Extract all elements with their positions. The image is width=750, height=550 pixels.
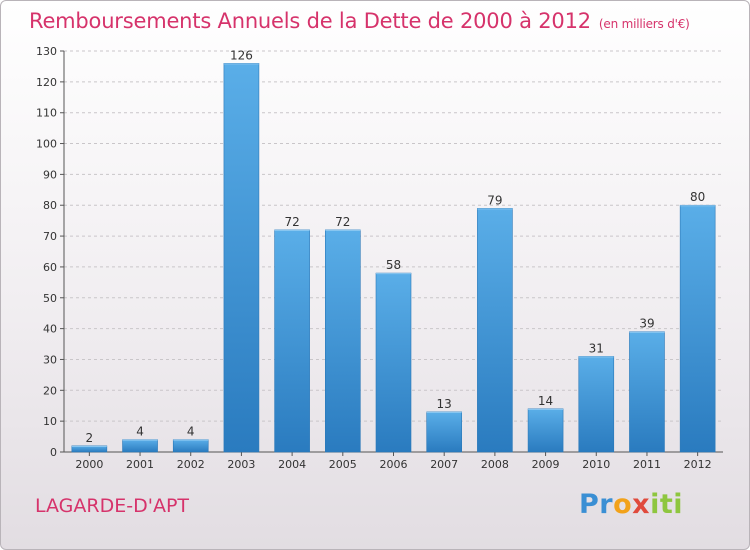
x-tick-label-2011: 2011 <box>633 458 661 471</box>
y-tick-label: 60 <box>43 261 57 274</box>
chart-title: Remboursements Annuels de la Dette de 20… <box>29 9 690 33</box>
y-tick-label: 70 <box>43 230 57 243</box>
bar-2004 <box>274 229 310 453</box>
value-label-2006: 58 <box>386 258 401 272</box>
bar-2008 <box>477 208 513 453</box>
y-tick-label: 0 <box>50 446 57 459</box>
x-tick-label-2012: 2012 <box>684 458 712 471</box>
x-tick-label-2000: 2000 <box>75 458 103 471</box>
x-tick-label-2005: 2005 <box>329 458 357 471</box>
bar-2006 <box>375 272 412 453</box>
x-tick-label-2010: 2010 <box>582 458 610 471</box>
value-label-2001: 4 <box>136 425 144 439</box>
value-label-2011: 39 <box>639 317 654 331</box>
x-tick-label-2001: 2001 <box>126 458 154 471</box>
value-label-2007: 13 <box>437 397 452 411</box>
bar-2002 <box>172 439 209 453</box>
x-tick-label-2006: 2006 <box>380 458 408 471</box>
proxiti-logo: Proxiti <box>579 489 684 520</box>
bar-2011 <box>629 331 665 453</box>
unit-note: (en milliers d'€) <box>598 17 690 31</box>
x-tick-label-2008: 2008 <box>481 458 509 471</box>
y-tick-label: 90 <box>43 168 57 181</box>
y-tick-label: 30 <box>43 353 57 366</box>
value-label-2008: 79 <box>487 193 502 207</box>
x-tick-label-2002: 2002 <box>177 458 205 471</box>
value-label-2009: 14 <box>538 394 553 408</box>
value-label-2004: 72 <box>284 215 299 229</box>
value-label-2000: 2 <box>86 431 94 445</box>
x-tick-label-2007: 2007 <box>430 458 458 471</box>
bar-2001 <box>122 439 158 453</box>
y-tick-label: 40 <box>43 323 57 336</box>
commune-name: LAGARDE-D'APT <box>35 495 190 517</box>
bar-2010 <box>578 356 615 453</box>
y-tick-label: 10 <box>43 415 57 428</box>
x-tick-label-2003: 2003 <box>227 458 255 471</box>
y-tick-label: 80 <box>43 199 57 212</box>
value-label-2002: 4 <box>187 425 195 439</box>
y-tick-label: 130 <box>36 45 57 58</box>
value-label-2005: 72 <box>335 215 350 229</box>
y-tick-label: 20 <box>43 384 57 397</box>
y-tick-label: 100 <box>36 138 57 151</box>
y-tick-label: 50 <box>43 292 57 305</box>
y-tick-label: 110 <box>36 107 57 120</box>
bar-2003 <box>223 63 260 453</box>
value-label-2003: 126 <box>230 48 253 62</box>
bar-2009 <box>527 408 564 453</box>
bar-2012 <box>679 204 716 453</box>
chart-title-text: Remboursements Annuels de la Dette de 20… <box>29 9 591 33</box>
x-tick-label-2004: 2004 <box>278 458 306 471</box>
value-label-2010: 31 <box>589 341 604 355</box>
bar-2007 <box>426 411 462 453</box>
value-label-2012: 80 <box>690 190 705 204</box>
y-tick-label: 120 <box>36 76 57 89</box>
bar-2005 <box>325 229 361 453</box>
x-tick-label-2009: 2009 <box>532 458 560 471</box>
